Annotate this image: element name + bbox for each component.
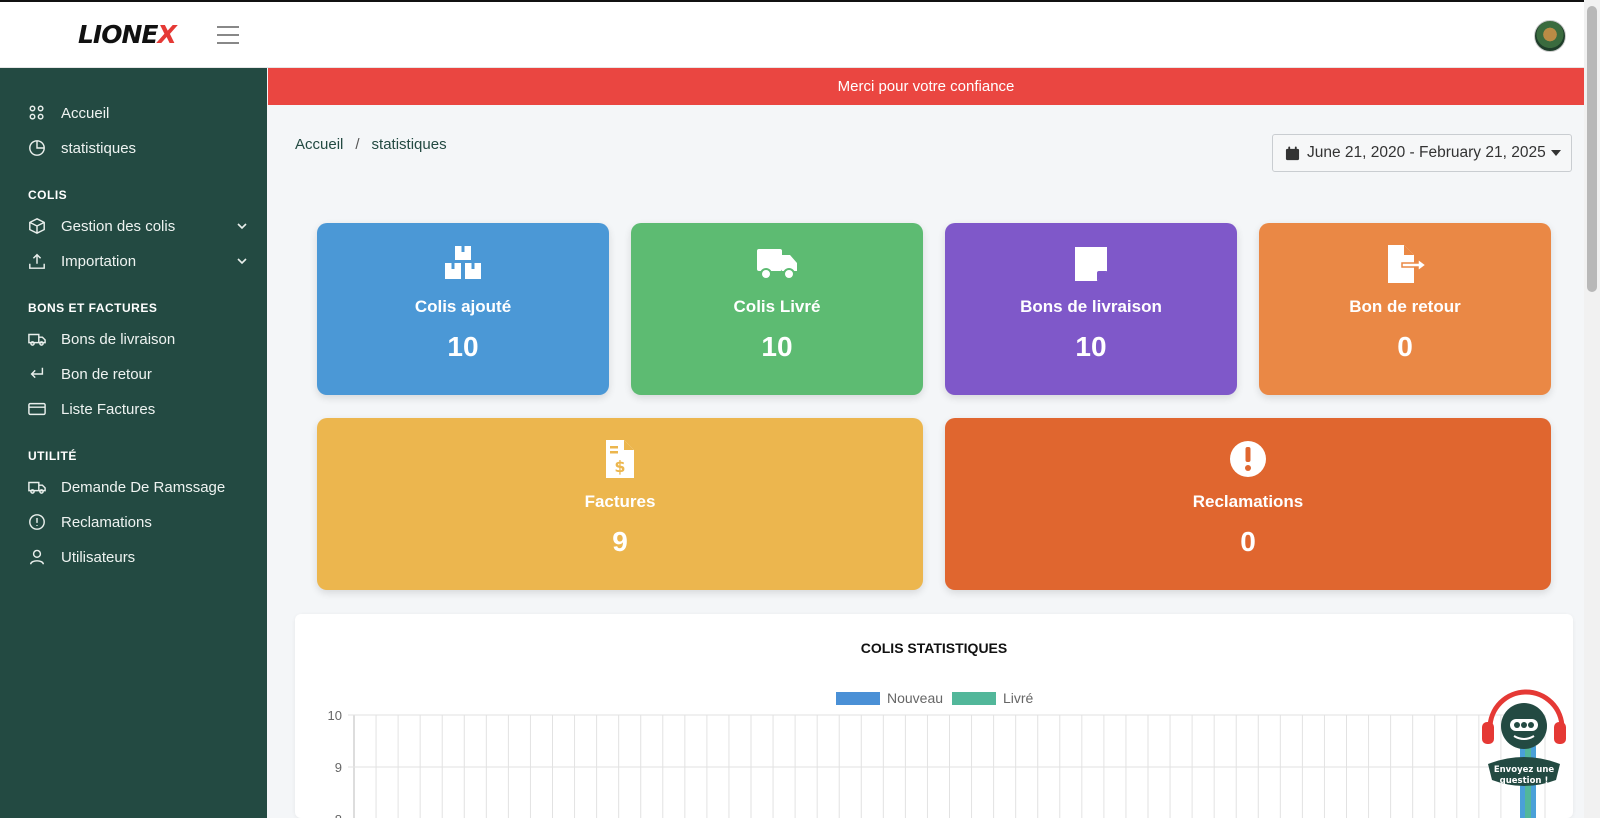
sidebar-item-utilisateurs[interactable]: Utilisateurs	[28, 545, 248, 569]
banner-text: Merci pour votre confiance	[837, 78, 1015, 95]
page-scrollbar[interactable]	[1584, 0, 1600, 818]
y-tick-label-1: 9	[335, 760, 342, 775]
stat-card-colis-ajoute[interactable]: Colis ajouté 10	[317, 223, 609, 395]
sidebar-item-label: Utilisateurs	[61, 548, 136, 566]
breadcrumb-separator: /	[355, 136, 360, 153]
date-range-value: June 21, 2020 - February 21, 2025	[1307, 144, 1546, 161]
card-icon	[28, 402, 46, 416]
user-icon	[29, 549, 45, 565]
card-title: Colis ajouté	[414, 297, 512, 316]
card-title: Factures	[584, 492, 656, 511]
sidebar-item-reclamations[interactable]: Reclamations	[28, 510, 248, 534]
chart-title: COLIS STATISTIQUES	[860, 640, 1008, 656]
sidebar-item-bon-retour[interactable]: Bon de retour	[28, 362, 248, 386]
breadcrumb-current: statistiques	[371, 136, 447, 153]
note-icon	[1070, 243, 1112, 285]
colis-chart: Nouveau Livré 10 9 8	[328, 690, 1546, 818]
chevron-down-icon	[237, 223, 247, 230]
user-avatar[interactable]	[1534, 20, 1566, 52]
legend-label-1: Livré	[1003, 690, 1034, 706]
sidebar-item-label: Demande De Ramssage	[61, 478, 226, 496]
section-title-colis: COLIS	[28, 188, 68, 202]
pie-chart-icon	[29, 140, 45, 156]
support-bot-icon: Envoyez une question !	[1482, 689, 1566, 818]
legend-swatch-1	[952, 692, 996, 705]
stat-card-bons-livraison[interactable]: Bons de livraison 10	[945, 223, 1237, 395]
dashboard-icon	[29, 105, 44, 120]
sidebar-item-label: statistiques	[61, 139, 137, 157]
date-range-picker[interactable]: June 21, 2020 - February 21, 2025	[1272, 134, 1572, 172]
sidebar-item-label: Importation	[61, 252, 137, 270]
help-text-line1: Envoyez une	[1494, 765, 1555, 775]
breadcrumb: Accueil / statistiques	[295, 136, 447, 153]
boxes-icon	[442, 243, 484, 285]
sidebar-item-bons-livraison[interactable]: Bons de livraison	[28, 327, 248, 351]
file-export-icon	[1384, 243, 1428, 285]
sidebar: Accueil statistiques COLIS Gestion des c…	[0, 68, 267, 818]
box-icon	[29, 217, 45, 235]
sidebar-item-label: Bon de retour	[61, 365, 152, 383]
breadcrumb-home-link[interactable]: Accueil	[295, 136, 344, 153]
card-title: Colis Livré	[733, 297, 821, 316]
card-value: 0	[1397, 331, 1413, 362]
sidebar-item-label: Reclamations	[61, 513, 152, 531]
legend-swatch-0	[836, 692, 880, 705]
stat-card-colis-livre[interactable]: Colis Livré 10	[631, 223, 923, 395]
brand-logo[interactable]: LIONEX	[78, 20, 177, 49]
sidebar-item-liste-factures[interactable]: Liste Factures	[28, 397, 248, 421]
y-tick-label-0: 10	[328, 708, 342, 723]
thank-you-banner: Merci pour votre confiance	[268, 68, 1584, 105]
sidebar-item-label: Bons de livraison	[61, 330, 176, 348]
sidebar-item-gestion-colis[interactable]: Gestion des colis	[28, 214, 248, 238]
sidebar-item-statistiques[interactable]: statistiques	[28, 136, 248, 160]
alert-circle-icon	[29, 514, 45, 530]
section-title-bons-factures: BONS ET FACTURES	[28, 301, 158, 315]
card-value: 10	[761, 331, 793, 362]
sidebar-item-label: Accueil	[61, 104, 110, 122]
truck-icon	[756, 243, 798, 285]
sidebar-item-demande-ramassage[interactable]: Demande De Ramssage	[28, 475, 248, 499]
sidebar-item-accueil[interactable]: Accueil	[28, 101, 248, 125]
card-title: Reclamations	[1192, 492, 1304, 511]
invoice-icon: $	[599, 438, 641, 480]
scrollbar-thumb[interactable]	[1587, 6, 1597, 292]
help-text-line2: question !	[1500, 776, 1549, 786]
stat-card-reclamations[interactable]: Reclamations 0	[945, 418, 1551, 590]
truck-icon	[28, 333, 46, 346]
menu-toggle-icon[interactable]	[217, 26, 239, 44]
exclamation-icon	[1227, 438, 1269, 480]
card-title: Bon de retour	[1349, 297, 1461, 316]
truck-icon	[28, 481, 46, 494]
card-title: Bons de livraison	[1020, 297, 1162, 316]
card-value: 10	[1075, 331, 1107, 362]
upload-icon	[29, 253, 45, 269]
stat-card-bon-retour[interactable]: Bon de retour 0	[1259, 223, 1551, 395]
svg-text:$: $	[614, 457, 625, 476]
top-navbar: LIONEX	[0, 0, 1600, 68]
colis-chart-panel: COLIS STATISTIQUES Nouveau Livré 10 9 8	[295, 614, 1573, 818]
card-value: 9	[612, 526, 628, 557]
y-tick-label-2: 8	[335, 812, 342, 818]
card-value: 10	[447, 331, 479, 362]
card-value: 0	[1240, 526, 1256, 557]
section-title-utilite: UTILITÉ	[28, 449, 77, 463]
return-icon	[30, 367, 44, 379]
sidebar-item-label: Liste Factures	[61, 400, 156, 418]
sidebar-item-importation[interactable]: Importation	[28, 249, 248, 273]
sidebar-item-label: Gestion des colis	[61, 217, 176, 235]
legend-label-0: Nouveau	[887, 690, 943, 706]
calendar-icon	[1285, 145, 1300, 160]
help-chat-widget[interactable]: Envoyez une question !	[1480, 688, 1568, 818]
chevron-down-icon	[237, 258, 247, 265]
stat-card-factures[interactable]: $ Factures 9	[317, 418, 923, 590]
caret-down-icon	[1550, 150, 1561, 156]
